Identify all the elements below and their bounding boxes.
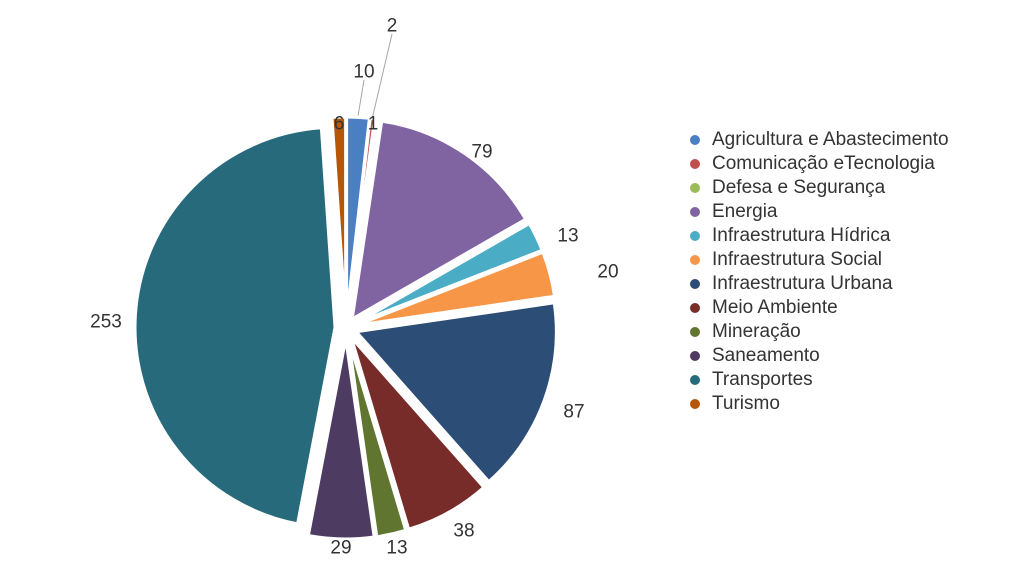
legend-label: Infraestrutura Social: [712, 249, 883, 270]
legend-label: Defesa e Segurança: [712, 177, 886, 198]
value-label-infraestrutura-social: 20: [597, 262, 618, 283]
value-label-comunicacao-etecnologia: 2: [387, 16, 398, 37]
legend-marker: [690, 255, 700, 265]
legend-marker: [690, 135, 700, 145]
pie-slices: [133, 115, 558, 541]
legend-item-meio-ambiente: Meio Ambiente: [690, 296, 949, 320]
value-label-mineracao: 13: [386, 538, 407, 559]
value-labels: 10 2 1 79 13 20 87 38 13 29 253 6: [90, 16, 618, 559]
pie-slice-infraestrutura-urbana: [354, 301, 558, 484]
legend-marker: [690, 207, 700, 217]
legend-item-agricultura-e-abastecimento: Agricultura e Abastecimento: [690, 128, 949, 152]
legend-label: Transportes: [712, 369, 813, 390]
pie-slice-saneamento: [306, 337, 376, 541]
pie-slice-mineracao: [346, 337, 408, 539]
pie-slice-turismo: [330, 115, 348, 319]
legend-marker: [690, 399, 700, 409]
value-label-turismo: 6: [334, 114, 345, 135]
legend-label: Mineração: [712, 321, 801, 342]
legend-marker: [690, 351, 700, 361]
legend-item-mineracao: Mineração: [690, 320, 949, 344]
legend-label: Saneamento: [712, 345, 820, 366]
legend-marker: [690, 183, 700, 193]
legend-label: Meio Ambiente: [712, 297, 838, 318]
legend-item-energia: Energia: [690, 200, 949, 224]
value-label-infraestrutura-urbana: 87: [563, 402, 584, 423]
value-label-infraestrutura-hidrica: 13: [557, 226, 578, 247]
pie-slice-transportes: [133, 126, 337, 526]
legend-item-turismo: Turismo: [690, 392, 949, 416]
legend-item-infraestrutura-urbana: Infraestrutura Urbana: [690, 272, 949, 296]
legend-label: Infraestrutura Urbana: [712, 273, 893, 294]
legend-label: Infraestrutura Hídrica: [712, 225, 891, 246]
legend-item-defesa-e-seguranca: Defesa e Segurança: [690, 176, 949, 200]
legend-item-infraestrutura-social: Infraestrutura Social: [690, 248, 949, 272]
legend-marker: [690, 279, 700, 289]
value-label-defesa-e-seguranca: 1: [368, 114, 379, 135]
legend-label: Comunicação eTecnologia: [712, 153, 935, 174]
legend-marker: [690, 303, 700, 313]
chart-legend: Agricultura e Abastecimento Comunicação e…: [690, 128, 949, 416]
value-label-energia: 79: [471, 142, 492, 163]
legend-item-saneamento: Saneamento: [690, 344, 949, 368]
value-label-meio-ambiente: 38: [453, 521, 474, 542]
legend-label: Energia: [712, 201, 778, 222]
legend-label: Agricultura e Abastecimento: [712, 129, 949, 150]
pie-slice-infraestrutura-social: [355, 250, 557, 327]
pie-slice-energia: [350, 119, 528, 321]
pie-slice-defesa-e-seguranca: [346, 117, 379, 319]
value-label-transportes: 253: [90, 312, 122, 333]
label-leader-lines: [357, 33, 393, 117]
pie-slice-meio-ambiente: [349, 336, 486, 531]
legend-marker: [690, 231, 700, 241]
value-label-saneamento: 29: [330, 538, 351, 559]
legend-item-infraestrutura-hidrica: Infraestrutura Hídrica: [690, 224, 949, 248]
pie-slice-infraestrutura-hidrica: [354, 222, 544, 325]
legend-item-comunicacao-etecnologia: Comunicação eTecnologia: [690, 152, 949, 176]
leader-line-comunicacao-etecnologia: [372, 33, 393, 117]
legend-marker: [690, 327, 700, 337]
legend-label: Turismo: [712, 393, 780, 414]
legend-marker: [690, 159, 700, 169]
legend-item-transportes: Transportes: [690, 368, 949, 392]
value-label-agricultura-e-abastecimento: 10: [353, 62, 374, 83]
legend-marker: [690, 375, 700, 385]
leader-line-agricultura-e-abastecimento: [357, 79, 365, 116]
